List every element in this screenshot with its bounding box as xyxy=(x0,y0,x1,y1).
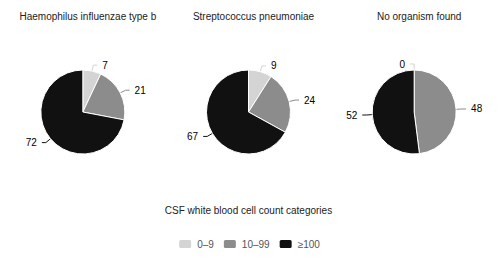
svg-text:67: 67 xyxy=(187,131,199,142)
svg-text:48: 48 xyxy=(471,103,483,114)
svg-text:Streptococcus pneumoniae: Streptococcus pneumoniae xyxy=(193,11,315,22)
svg-text:No organism found: No organism found xyxy=(377,11,462,22)
svg-text:21: 21 xyxy=(135,85,147,96)
svg-text:10–99: 10–99 xyxy=(242,239,270,250)
svg-text:7: 7 xyxy=(102,60,108,71)
svg-text:0: 0 xyxy=(400,59,406,70)
svg-text:9: 9 xyxy=(271,60,277,71)
svg-text:CSF white blood cell count cat: CSF white blood cell count categories xyxy=(165,205,332,216)
svg-text:52: 52 xyxy=(346,110,358,121)
svg-text:≥100: ≥100 xyxy=(298,239,321,250)
svg-text:24: 24 xyxy=(304,95,316,106)
svg-text:Haemophilus influenzae type b: Haemophilus influenzae type b xyxy=(19,11,156,22)
svg-text:0–9: 0–9 xyxy=(197,239,214,250)
svg-text:72: 72 xyxy=(26,137,38,148)
